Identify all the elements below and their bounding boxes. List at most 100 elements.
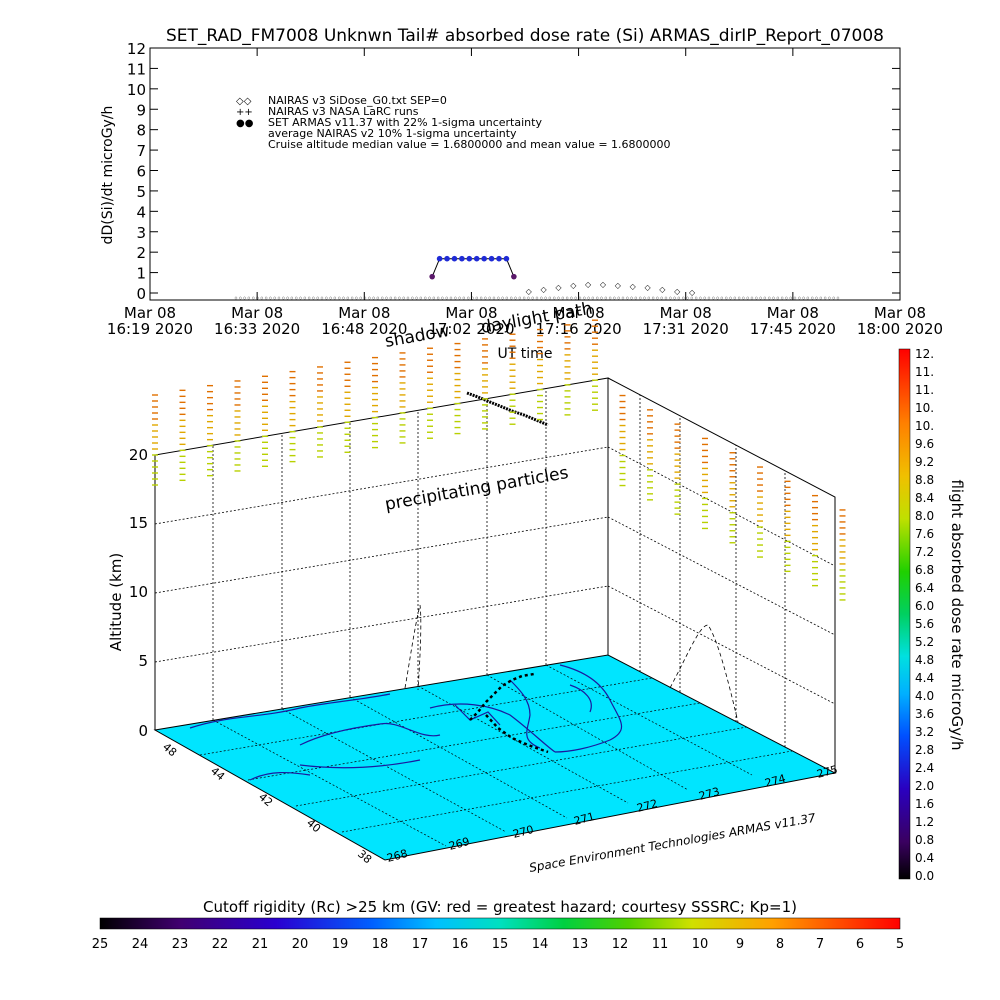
cutoff-colorbar-tick: 7: [816, 937, 824, 952]
baseline-marker: ◦: [234, 294, 239, 303]
baseline-marker: ◦: [530, 294, 535, 303]
dose-colorbar-label: flight absorbed dose rate microGy/h: [948, 479, 966, 750]
dose-y-tick-label: 0: [136, 285, 146, 303]
baseline-marker: ◦: [517, 294, 522, 303]
lon-tick: 270: [511, 823, 535, 841]
dose-x-tick-date: Mar 08: [338, 304, 390, 322]
baseline-marker: ◦: [247, 294, 252, 303]
baseline-marker: ◦: [457, 294, 462, 303]
baseline-marker: ◦: [702, 294, 707, 303]
baseline-marker: ◦: [350, 294, 355, 303]
baseline-marker: ◦: [823, 294, 828, 303]
baseline-marker: ◦: [569, 294, 574, 303]
nairas-point: ◇: [526, 287, 533, 296]
armas-point: [481, 255, 487, 262]
dose-x-tick-time: 16:33 2020: [214, 320, 300, 338]
baseline-marker: ◦: [806, 294, 811, 303]
armas-point: [444, 255, 450, 262]
altitude-axis-label: Altitude (km): [107, 553, 125, 651]
dose-colorbar-tick: 12.: [915, 347, 934, 361]
dose-colorbar-tick: 4.0: [915, 689, 934, 703]
dose-colorbar-tick: 1.6: [915, 797, 934, 811]
baseline-marker: ◦: [603, 294, 608, 303]
baseline-marker: ◦: [505, 294, 510, 303]
lon-tick: 275: [815, 763, 839, 781]
cutoff-colorbar-tick: 24: [132, 937, 149, 952]
dose-colorbar-tick: 8.4: [915, 491, 934, 505]
cutoff-colorbar-strip: [99, 917, 901, 930]
cutoff-colorbar-tick: 13: [572, 937, 589, 952]
baseline-marker: ◦: [513, 294, 518, 303]
dose-series: ◇ ◇ ◇ ◇ ◇ ◇ ◇ ◇ ◇ ◇ ◇ ◇: [429, 255, 696, 297]
baseline-marker: ◦: [767, 294, 772, 303]
baseline-marker: ◦: [548, 294, 553, 303]
dose-colorbar-tick: 7.2: [915, 545, 934, 559]
baseline-marker: ◦: [526, 294, 531, 303]
dose-colorbar-tick: 3.6: [915, 707, 934, 721]
dose-colorbar-tick: 8.8: [915, 473, 934, 487]
baseline-marker: ◦: [496, 294, 501, 303]
baseline-marker: ◦: [788, 294, 793, 303]
baseline-marker: ◦: [810, 294, 815, 303]
dose-colorbar-tick: 2.8: [915, 743, 934, 757]
lon-tick: 271: [572, 810, 596, 828]
baseline-marker: ◦: [827, 294, 832, 303]
baseline-marker: ◦: [543, 294, 548, 303]
dose-x-tick-date: Mar 08: [660, 304, 712, 322]
cutoff-colorbar-tick: 22: [212, 937, 229, 952]
armas-point: [436, 255, 443, 262]
dose-x-tick-time: 16:19 2020: [107, 320, 193, 338]
baseline-marker: ◦: [754, 294, 759, 303]
baseline-marker: ◦: [539, 294, 544, 303]
lon-tick: 269: [447, 835, 471, 853]
altitude-profile-left: [404, 604, 422, 691]
baseline-marker: ◦: [797, 294, 802, 303]
dose-colorbar-tick: 6.8: [915, 563, 934, 577]
baseline-marker: ◦: [818, 294, 823, 303]
baseline-marker: ◦: [664, 294, 669, 303]
baseline-marker: ◦: [836, 294, 841, 303]
baseline-marker: ◦: [419, 294, 424, 303]
cutoff-colorbar-tick: 9: [736, 937, 744, 952]
baseline-marker: ◦: [470, 294, 475, 303]
cutoff-colorbar-tick: 20: [292, 937, 309, 952]
dose-colorbar-tick: 7.6: [915, 527, 934, 541]
dose-colorbar-tick: 4.8: [915, 653, 934, 667]
dose-x-tick-time: 17:45 2020: [750, 320, 836, 338]
baseline-marker: ◦: [612, 294, 617, 303]
legend-entry: average NAIRAS v2 10% 1-sigma uncertaint…: [268, 127, 517, 140]
dose-y-tick-label: 8: [136, 122, 146, 140]
longitude-ticks: 268 269 270 271 272 273 274 275: [385, 763, 839, 865]
baseline-marker: ◦: [483, 294, 488, 303]
baseline-marker: ◦: [345, 294, 350, 303]
nairas-point: ◇: [585, 280, 592, 289]
baseline-marker: ◦: [771, 294, 776, 303]
baseline-marker: ◦: [440, 294, 445, 303]
lon-tick: 274: [763, 772, 787, 790]
baseline-marker: ◦: [689, 294, 694, 303]
dose-x-tick-time: 17:16 2020: [535, 320, 621, 338]
dose-legend: ◇◇ NAIRAS v3 SiDose_G0.txt SEP=0 ++ NAIRAS …: [236, 94, 671, 151]
dose-colorbar-tick: 11.: [915, 383, 934, 397]
dose-colorbar-tick: 4.4: [915, 671, 934, 685]
z-tick-0: 0: [138, 722, 148, 740]
back-wall-left: [154, 377, 609, 730]
baseline-marker: ◦: [277, 294, 282, 303]
cutoff-colorbar-tick: 21: [252, 937, 269, 952]
dose-colorbar-ticks: 12. 11. 11. 10. 10. 9.6 9.2 8.8 8.4 8.0 7.6 7.2 6.8 6…: [915, 347, 934, 883]
baseline-marker: ◦: [625, 294, 630, 303]
baseline-marker: ◦: [259, 294, 264, 303]
baseline-marker: ◦: [724, 294, 729, 303]
baseline-marker: ◦: [599, 294, 604, 303]
nairas-point: ◇: [689, 288, 696, 297]
baseline-marker: ◦: [238, 294, 243, 303]
legend-marker: ++: [236, 107, 253, 118]
armas-series-line: [431, 258, 515, 277]
armas-point: [466, 255, 473, 262]
cutoff-colorbar-tick: 18: [372, 937, 389, 952]
baseline-marker: ◦: [582, 294, 587, 303]
cutoff-colorbar-tick: 10: [692, 937, 709, 952]
baseline-marker: ◦: [591, 294, 596, 303]
